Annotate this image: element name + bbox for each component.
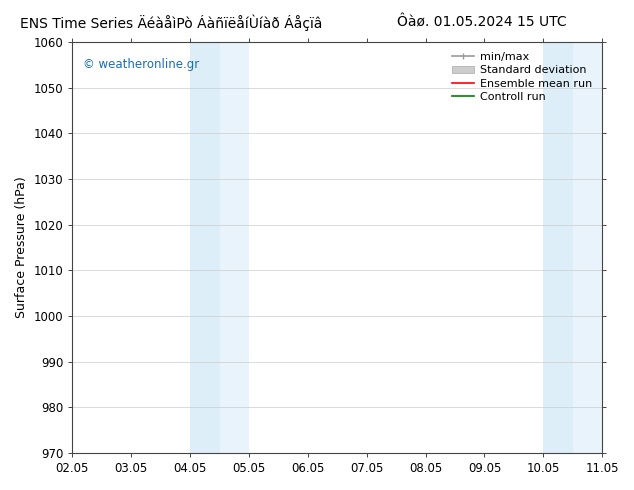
Text: ENS Time Series ÄéàåìPò ÁàñïëåíÙíàð Áåçïâ: ENS Time Series ÄéàåìPò ÁàñïëåíÙíàð Áåçï… bbox=[20, 15, 322, 31]
Y-axis label: Surface Pressure (hPa): Surface Pressure (hPa) bbox=[15, 176, 28, 318]
Legend: min/max, Standard deviation, Ensemble mean run, Controll run: min/max, Standard deviation, Ensemble me… bbox=[448, 48, 597, 106]
Bar bbox=[543, 42, 573, 453]
Bar bbox=[219, 42, 249, 453]
Text: © weatheronline.gr: © weatheronline.gr bbox=[83, 58, 199, 72]
Text: Ôàø. 01.05.2024 15 UTC: Ôàø. 01.05.2024 15 UTC bbox=[397, 15, 567, 29]
Bar bbox=[573, 42, 602, 453]
Bar bbox=[190, 42, 219, 453]
